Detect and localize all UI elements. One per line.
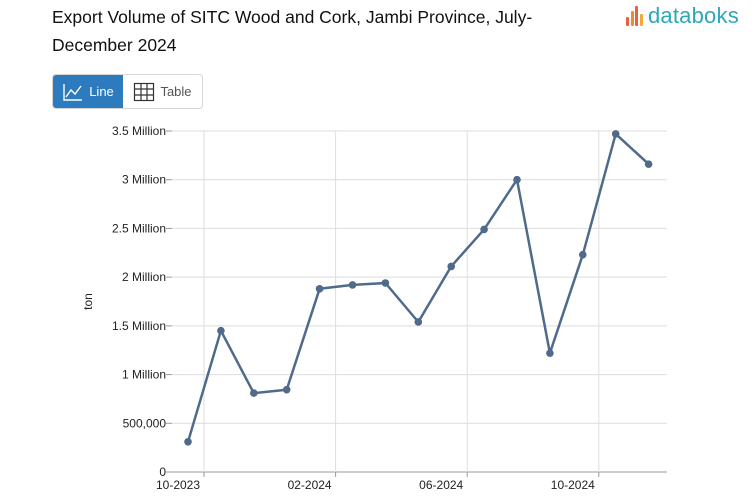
y-tick-label: 3 Million [122, 173, 166, 187]
x-tick-label: 06-2024 [419, 478, 463, 492]
y-tick-label: 2.5 Million [112, 221, 166, 235]
data-point[interactable] [282, 385, 291, 394]
x-tick-label: 02-2024 [288, 478, 332, 492]
data-point[interactable] [315, 285, 324, 293]
brand-name: databoks [648, 3, 739, 28]
data-point[interactable] [480, 225, 488, 234]
data-point[interactable] [579, 250, 587, 259]
data-point[interactable] [513, 175, 521, 184]
y-tick-label: 1 Million [122, 368, 166, 382]
y-tick-label: 3.5 Million [112, 124, 166, 138]
y-tick-label: 0 [159, 465, 166, 479]
y-tick-label: 1.5 Million [112, 319, 166, 333]
tab-table-label: Table [160, 84, 192, 99]
data-point[interactable] [348, 281, 357, 289]
y-axis-title: ton [81, 293, 95, 310]
data-point[interactable] [546, 349, 554, 357]
data-point[interactable] [217, 326, 225, 335]
tab-table[interactable]: Table [123, 75, 202, 108]
data-point[interactable] [611, 130, 620, 138]
data-point[interactable] [184, 437, 192, 446]
x-tick-label: 10-2024 [551, 478, 595, 492]
table-grid-icon [134, 82, 155, 101]
databoks-logo-icon [626, 6, 644, 26]
databoks-logo: databoks [626, 3, 739, 28]
y-tick-label: 500,000 [123, 416, 167, 430]
y-tick-label: 2 Million [122, 270, 166, 284]
data-point[interactable] [414, 318, 423, 326]
view-toggle: Line Table [52, 74, 203, 109]
chart-title: Export Volume of SITC Wood and Cork, Jam… [52, 7, 533, 55]
data-point[interactable] [250, 389, 258, 397]
data-point[interactable] [644, 160, 653, 168]
line-chart-icon [63, 83, 83, 101]
data-point[interactable] [381, 279, 390, 287]
data-point[interactable] [447, 262, 456, 271]
tab-line[interactable]: Line [53, 75, 123, 108]
tab-line-label: Line [89, 84, 114, 99]
x-tick-label: 10-2023 [156, 478, 200, 492]
